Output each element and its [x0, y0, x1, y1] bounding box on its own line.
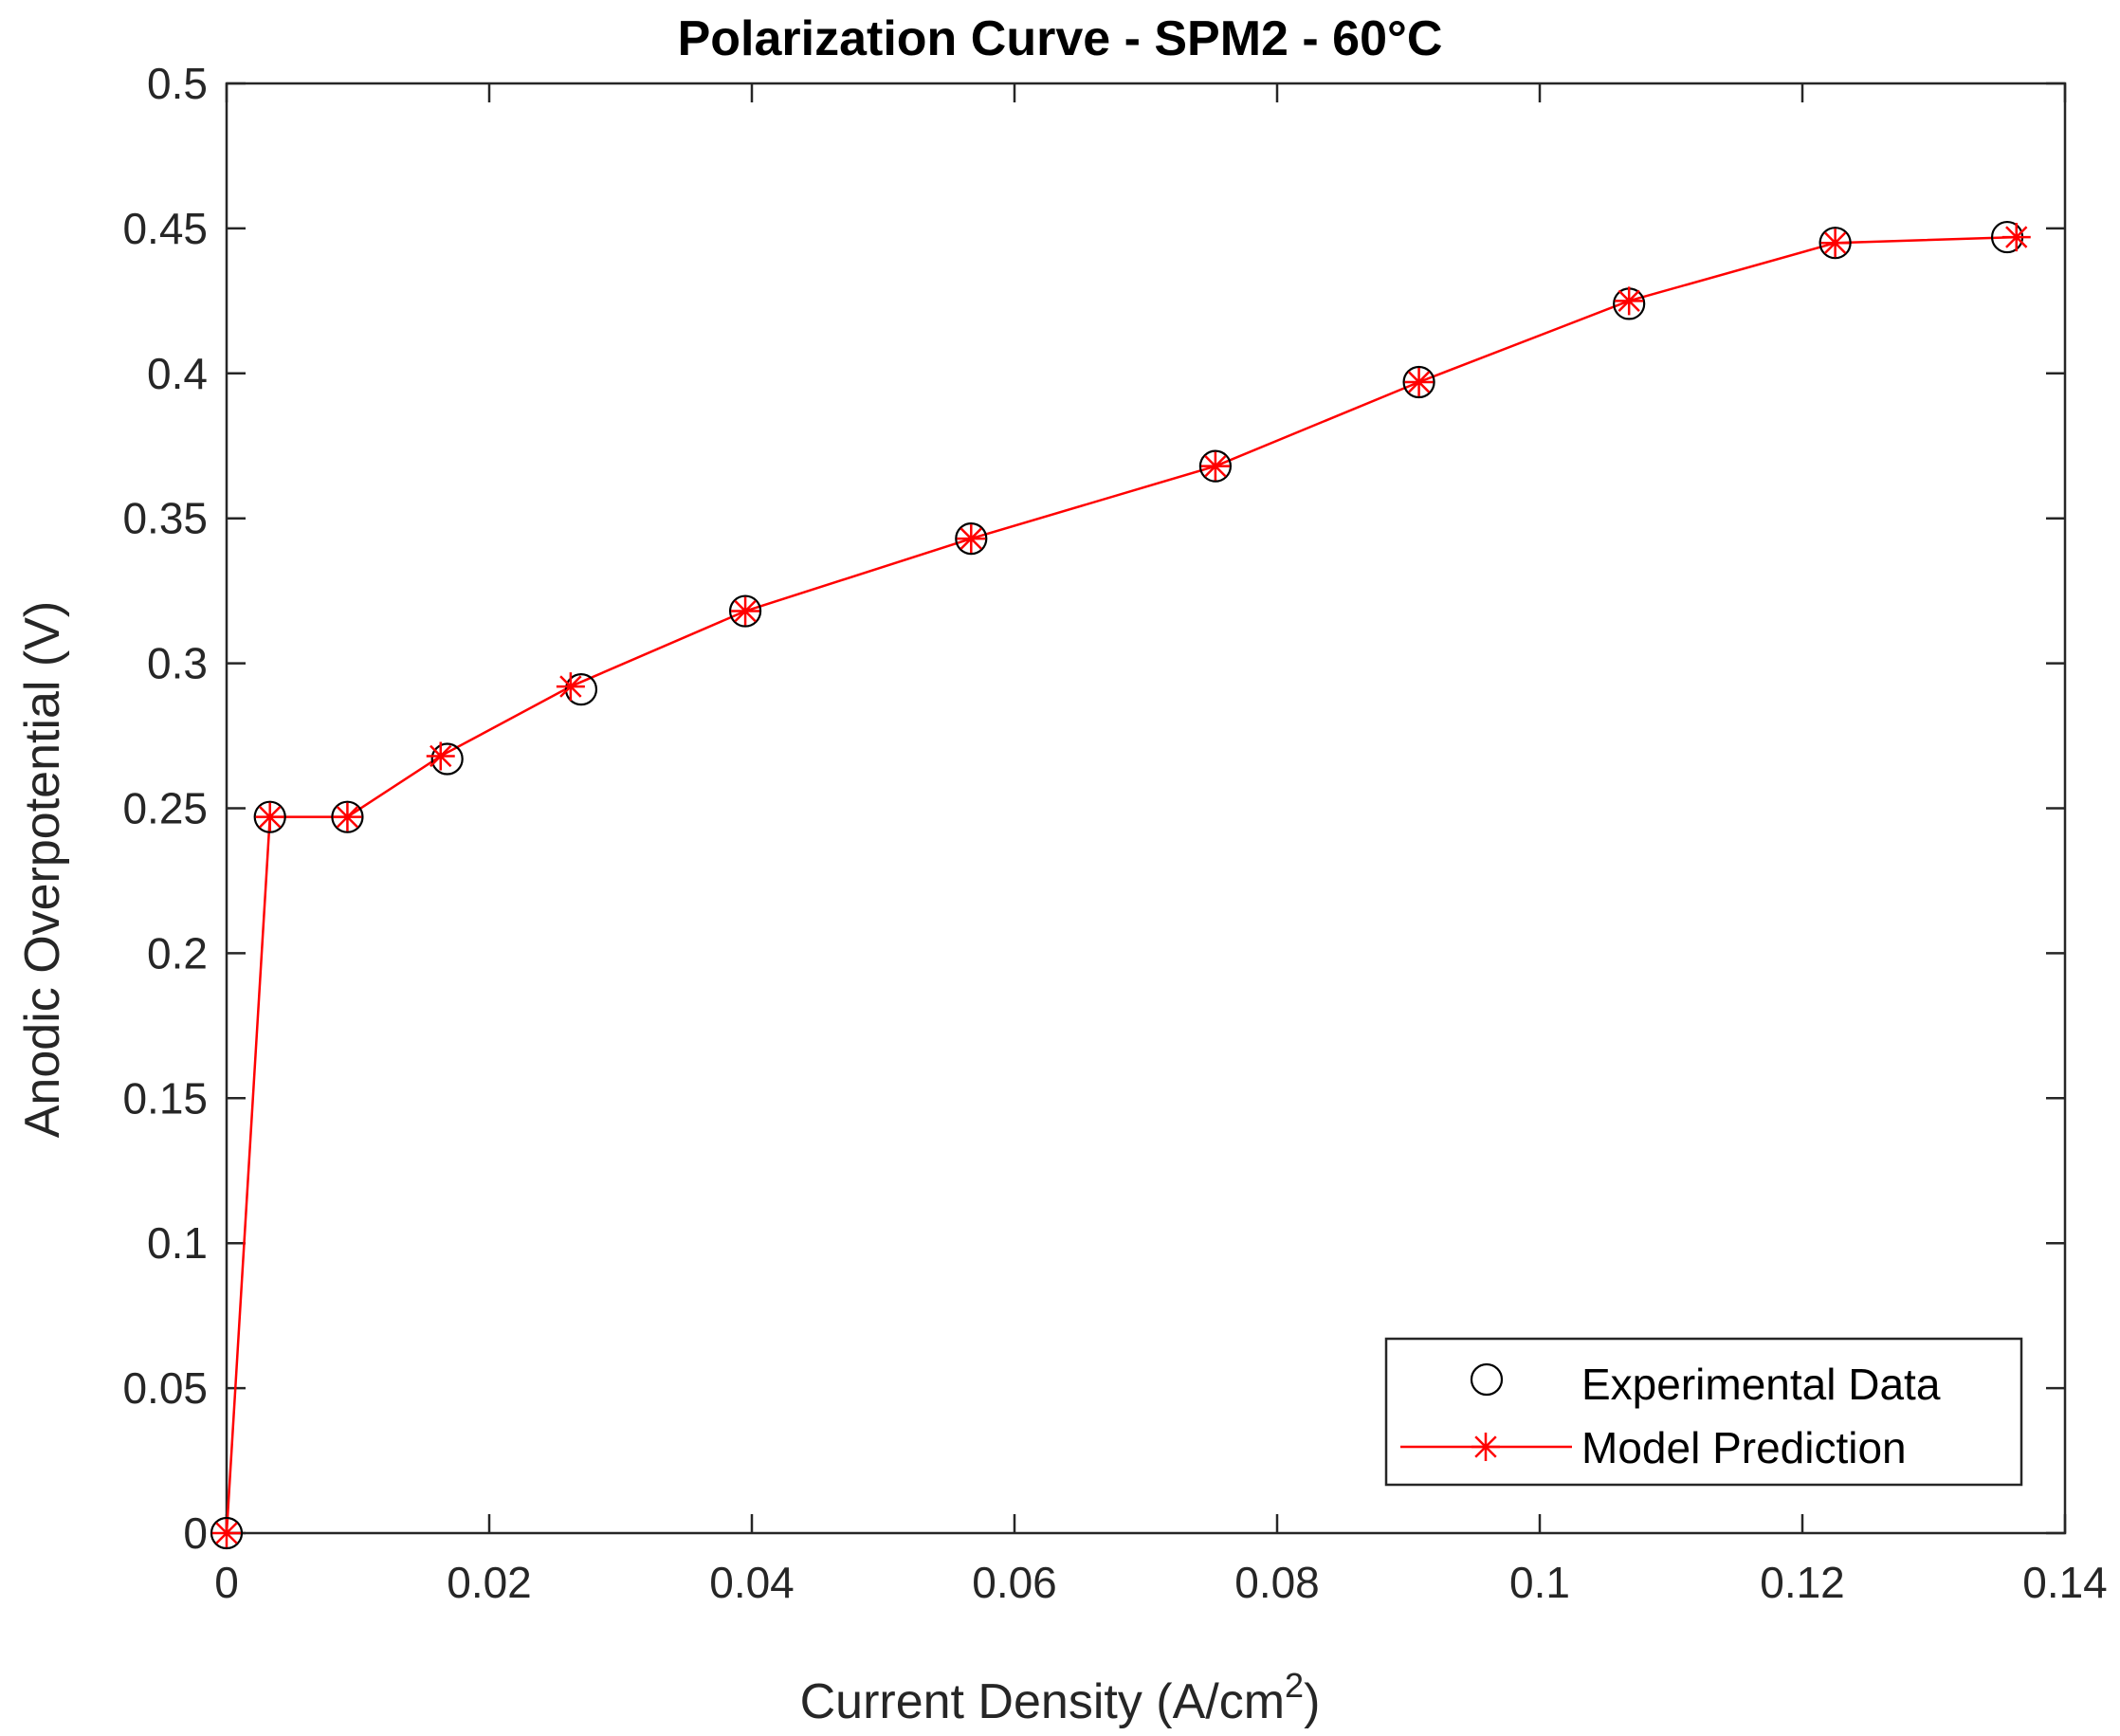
data-point-model — [1200, 451, 1230, 481]
y-tick-label: 0.35 — [122, 494, 208, 543]
legend-marker-experimental — [1470, 1362, 1504, 1397]
legend-label-model: Model Prediction — [1581, 1423, 1907, 1472]
y-tick-label: 0.25 — [122, 784, 208, 833]
y-tick-label: 0 — [183, 1508, 208, 1558]
data-point-experimental — [430, 742, 464, 776]
data-point-experimental — [564, 673, 598, 706]
x-tick-label: 0.08 — [1234, 1558, 1320, 1607]
data-point-model — [731, 596, 760, 626]
data-point-model — [556, 672, 585, 702]
y-tick-label: 0.1 — [147, 1218, 208, 1268]
data-point-model — [2001, 223, 2031, 252]
data-point-experimental — [1818, 227, 1852, 260]
data-point-model — [957, 524, 986, 554]
x-axis-label: Current Density (A/cm2) — [800, 1666, 1321, 1729]
data-point-model — [255, 802, 284, 831]
x-tick-label: 0 — [214, 1558, 239, 1607]
x-tick-label: 0.02 — [447, 1558, 532, 1607]
legend-label-experimental: Experimental Data — [1581, 1360, 1941, 1409]
plot-area: 0 0.02 0.04 0.06 0.08 0.1 0.12 0.14 0 0.05 0.1 0.15… — [122, 59, 2107, 1607]
x-tick-label: 0.12 — [1760, 1558, 1845, 1607]
legend-marker-model — [1471, 1433, 1500, 1461]
data-point-experimental — [210, 1516, 244, 1550]
data-point-experimental — [1198, 449, 1233, 483]
x-tick-label: 0.14 — [2022, 1558, 2108, 1607]
data-point-model — [1820, 228, 1850, 258]
y-tick-label: 0.15 — [122, 1073, 208, 1123]
y-tick-label: 0.3 — [147, 639, 208, 688]
data-point-experimental — [331, 800, 364, 833]
data-point-model — [212, 1519, 241, 1547]
data-point-experimental — [253, 800, 286, 833]
legend-box — [1384, 1337, 2023, 1487]
chart-title: Polarization Curve - SPM2 - 60°C — [678, 11, 1443, 66]
y-tick-label: 0.5 — [147, 59, 208, 108]
x-tick-label: 0.1 — [1509, 1558, 1570, 1607]
y-axis-label: Anodic Overpotential (V) — [15, 601, 70, 1139]
data-point-model — [1404, 367, 1434, 396]
y-tick-label: 0.4 — [147, 349, 208, 398]
data-point-experimental — [728, 594, 762, 628]
y-tick-label: 0.05 — [122, 1363, 208, 1413]
data-point-model — [1615, 286, 1644, 316]
x-tick-label: 0.04 — [709, 1558, 795, 1607]
y-tick-label: 0.2 — [147, 928, 208, 978]
data-point-model — [426, 741, 455, 771]
axes-box — [225, 82, 2067, 1535]
y-tick-label: 0.45 — [122, 204, 208, 253]
data-point-model — [333, 802, 362, 831]
data-point-experimental — [1402, 365, 1435, 399]
x-tick-label: 0.06 — [972, 1558, 1057, 1607]
data-point-experimental — [955, 522, 988, 556]
